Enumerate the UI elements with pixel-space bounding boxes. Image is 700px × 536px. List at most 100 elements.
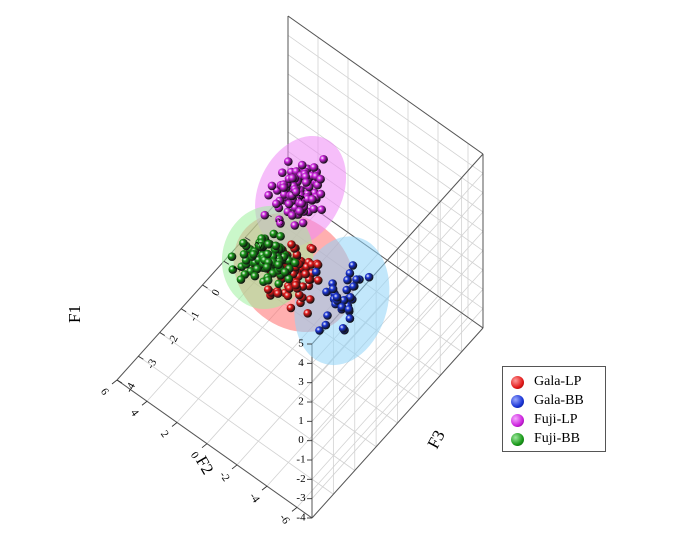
point-fuji-lp [284, 199, 294, 209]
point-fuji-lp [317, 205, 327, 214]
point-fuji-bb [250, 271, 260, 281]
point-gala-lp [301, 269, 310, 279]
z-tick-label: 1 [298, 415, 304, 427]
x-tick-label: -6 [277, 512, 292, 527]
point-fuji-lp [297, 199, 306, 208]
point-gala-bb [321, 320, 331, 330]
legend-item-gala-bb: Gala-BB [511, 392, 584, 410]
y-tick [202, 284, 208, 289]
point-fuji-bb [284, 274, 294, 284]
legend-swatch-fuji-lp [511, 413, 524, 427]
point-gala-bb [352, 275, 361, 284]
grid-line [287, 73, 484, 213]
point-fuji-bb [274, 260, 283, 270]
z-tick-label: 2 [298, 396, 304, 408]
point-fuji-bb [236, 275, 246, 284]
y-tick [223, 260, 230, 265]
point-gala-lp [308, 244, 317, 254]
x-tick-label: 4 [128, 407, 141, 419]
point-fuji-bb [252, 264, 262, 274]
x-tick [291, 507, 298, 512]
point-fuji-lp [291, 187, 301, 197]
point-fuji-bb [291, 258, 300, 268]
y-tick [266, 213, 272, 218]
point-fuji-bb [227, 252, 237, 261]
grid-line [311, 308, 484, 499]
point-fuji-bb [249, 250, 258, 259]
point-fuji-lp [278, 168, 287, 177]
legend-item-gala-lp: Gala-LP [511, 373, 581, 391]
y-tick [180, 308, 187, 313]
legend-swatch-gala-lp [511, 375, 524, 389]
point-fuji-bb [263, 276, 273, 285]
z-tick-label: 5 [298, 338, 304, 350]
x-tick-label: 0 [188, 450, 201, 462]
point-gala-bb [322, 287, 331, 297]
legend-swatch-gala-bb [511, 394, 524, 408]
point-fuji-lp [260, 210, 270, 220]
box-edge [287, 15, 484, 155]
point-gala-lp [287, 240, 296, 249]
z-tick-label: 4 [298, 357, 304, 369]
point-fuji-bb [239, 250, 249, 259]
point-gala-bb [323, 311, 332, 320]
point-fuji-lp [309, 204, 319, 214]
point-fuji-lp [295, 207, 305, 216]
x-tick [261, 485, 268, 491]
point-gala-bb [349, 282, 358, 291]
x-tick [201, 443, 208, 449]
legend-swatch-fuji-bb [511, 432, 524, 446]
y-tick [159, 332, 165, 336]
grid-line [311, 269, 484, 461]
z-tick-label: -1 [296, 454, 305, 466]
x-tick-label: 6 [98, 386, 111, 398]
point-gala-lp [273, 289, 283, 298]
point-fuji-lp [272, 199, 281, 209]
point-gala-bb [312, 267, 321, 277]
grid-line [138, 355, 334, 495]
point-gala-bb [346, 293, 355, 302]
point-gala-lp [295, 290, 304, 300]
point-gala-bb [339, 296, 349, 305]
point-fuji-lp [290, 221, 300, 230]
point-gala-bb [332, 292, 342, 302]
confidence-ellipses [221, 135, 390, 366]
point-fuji-lp [267, 181, 277, 191]
x-tick [171, 422, 178, 427]
point-fuji-bb [256, 241, 265, 251]
legend-item-fuji-lp: Fuji-LP [511, 411, 578, 429]
legend-item-fuji-bb: Fuji-BB [511, 430, 580, 448]
y-axis-title: F3 [424, 427, 449, 452]
point-fuji-bb [263, 249, 273, 259]
point-gala-bb [345, 269, 355, 278]
point-fuji-lp [302, 178, 311, 187]
grid-line [180, 308, 377, 448]
point-gala-bb [348, 261, 358, 270]
legend-label-gala-bb: Gala-BB [534, 393, 584, 408]
z-tick-label: 3 [298, 376, 304, 388]
z-tick-label: -2 [296, 473, 305, 485]
x-tick [141, 400, 148, 406]
x-tick-label: -2 [217, 469, 232, 483]
z-tick-label: -4 [296, 512, 306, 524]
point-fuji-lp [316, 189, 326, 199]
point-fuji-bb [264, 239, 273, 249]
x-tick [111, 379, 118, 385]
y-tick-label: 2 [252, 240, 265, 250]
y-tick [138, 355, 144, 360]
point-gala-lp [313, 260, 323, 270]
point-fuji-lp [264, 190, 273, 200]
point-gala-lp [303, 309, 313, 318]
point-fuji-lp [287, 211, 297, 220]
grid-line [287, 54, 484, 193]
grid-line [202, 284, 398, 424]
x-tick [231, 464, 238, 470]
grid-line [159, 332, 355, 471]
legend-label-fuji-bb: Fuji-BB [534, 431, 580, 446]
point-fuji-bb [269, 229, 279, 239]
y-tick-label: -2 [166, 333, 181, 347]
point-gala-bb [345, 314, 355, 323]
point-fuji-bb [276, 232, 285, 241]
point-fuji-lp [309, 163, 319, 172]
z-axis-title: F1 [65, 305, 84, 323]
